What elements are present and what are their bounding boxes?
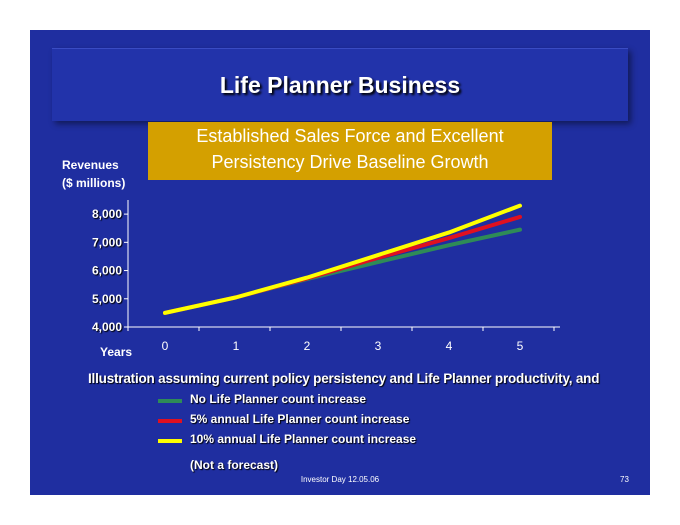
series-line-2 [163,203,522,315]
y-tick-label: 7,000 [92,235,122,249]
x-axis-title: Years [100,345,132,359]
y-tick-label: 6,000 [92,264,122,278]
legend-label: 10% annual Life Planner count increase [190,432,417,446]
legend-label: 5% annual Life Planner count increase [190,412,410,426]
y-tick-label: 8,000 [92,207,122,221]
legend-swatch-red [158,419,182,423]
headline-banner [148,122,552,180]
y-axis-label-line-2: ($ millions) [62,176,126,190]
y-tick-label: 5,000 [92,292,122,306]
not-a-forecast-note: (Not a forecast) [190,458,279,472]
legend-swatch-green [158,399,182,403]
legend-swatch-yellow [158,439,182,443]
x-tick-label: 1 [233,339,240,353]
page-number: 73 [620,475,629,484]
banner-line-2: Persistency Drive Baseline Growth [211,152,489,172]
banner-line-1: Established Sales Force and Excellent [196,126,504,146]
x-tick-label: 3 [375,339,382,353]
footer-text: Investor Day 12.05.06 [300,475,380,484]
title-bar [52,48,628,121]
legend-label: No Life Planner count increase [190,392,367,406]
x-tick-label: 0 [162,339,169,353]
x-tick-label: 2 [304,339,311,353]
x-tick-label: 4 [446,339,453,353]
x-tick-label: 5 [517,339,524,353]
slide-title: Life Planner Business [219,72,461,98]
y-tick-label: 4,000 [92,320,122,334]
chart-caption: Illustration assuming current policy per… [88,371,600,386]
y-axis-label-line-1: Revenues [62,158,119,172]
